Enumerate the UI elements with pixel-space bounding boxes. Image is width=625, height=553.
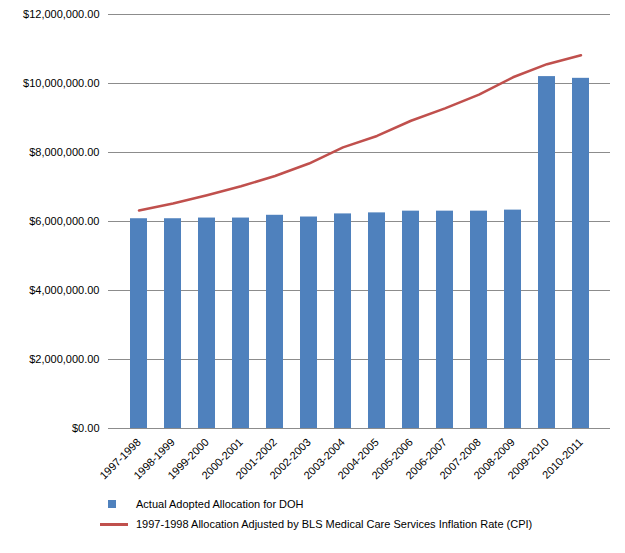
- svg-text:$4,000,000.00: $4,000,000.00: [29, 284, 99, 296]
- svg-text:1998-1999: 1998-1999: [131, 435, 177, 482]
- svg-text:2004-2005: 2004-2005: [335, 435, 381, 482]
- svg-text:$12,000,000.00: $12,000,000.00: [23, 8, 99, 20]
- svg-text:2008-2009: 2008-2009: [471, 435, 517, 482]
- svg-text:$6,000,000.00: $6,000,000.00: [29, 215, 99, 227]
- svg-text:$10,000,000.00: $10,000,000.00: [23, 77, 99, 89]
- svg-text:2006-2007: 2006-2007: [403, 435, 449, 482]
- html-text:1997-1998 Allocation Adjusted: 1997-1998 Allocation Adjusted by BLS Med…: [136, 518, 533, 530]
- svg-text:2009-2010: 2009-2010: [505, 435, 551, 482]
- svg-text:$8,000,000.00: $8,000,000.00: [29, 146, 99, 158]
- svg-text:2007-2008: 2007-2008: [437, 435, 483, 482]
- svg-text:2000-2001: 2000-2001: [199, 435, 245, 482]
- svg-text:$0.00: $0.00: [72, 422, 100, 434]
- html-text:Actual Adopted Allocation for: Actual Adopted Allocation for DOH: [136, 498, 304, 510]
- svg-text:2003-2004: 2003-2004: [301, 435, 347, 482]
- svg-text:$2,000,000.00: $2,000,000.00: [29, 353, 99, 365]
- svg-text:2002-2003: 2002-2003: [267, 435, 313, 482]
- svg-text:1999-2000: 1999-2000: [165, 435, 211, 482]
- svg-text:2005-2006: 2005-2006: [369, 435, 415, 482]
- svg-text:1997-1998: 1997-1998: [97, 435, 143, 482]
- svg-text:2010-2011: 2010-2011: [540, 436, 585, 481]
- svg-text:2001-2002: 2001-2002: [233, 435, 279, 482]
